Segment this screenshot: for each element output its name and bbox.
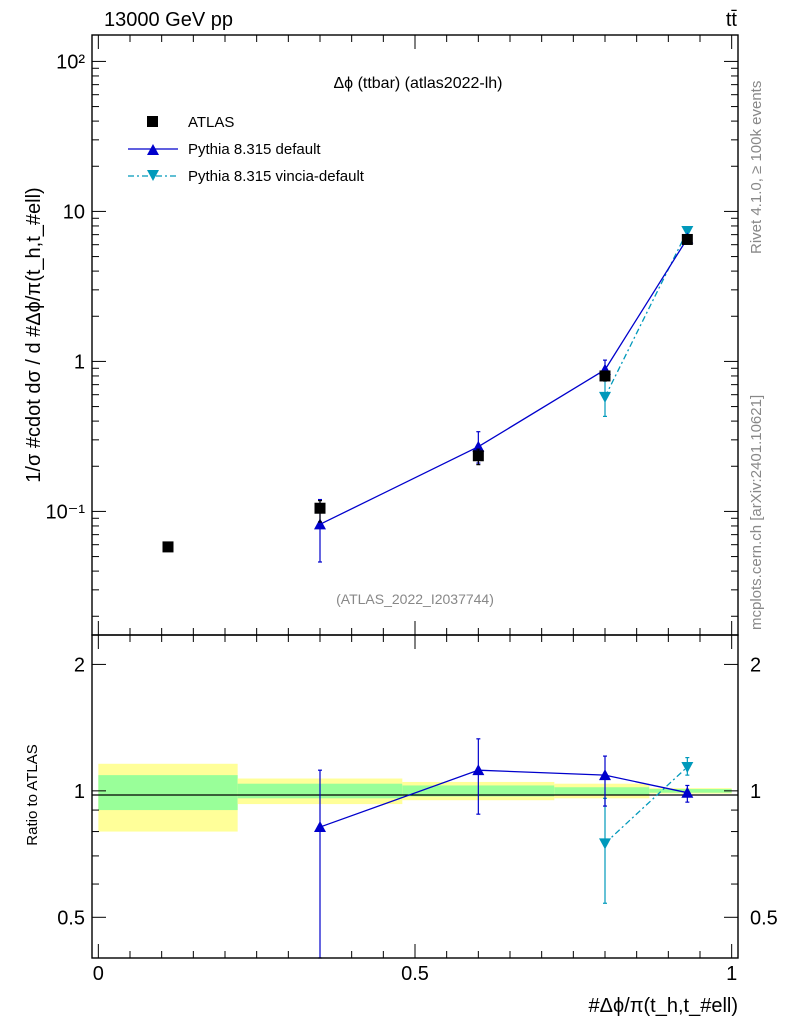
x-axis-label: #Δϕ/π(t_h,t_#ell) [588,995,738,1017]
pythia-vincia-point [599,391,611,403]
pythia-default-line [319,238,688,525]
analysis-watermark: (ATLAS_2022_I2037744) [336,591,494,607]
rivet-version-label: Rivet 4.1.0, ≥ 100k events [748,81,765,254]
legend-pythia-vincia-marker [147,170,159,181]
legend-atlas-marker [147,116,158,127]
ratio-pythia-vincia-point [681,761,694,773]
ratio-pythia-default-point [314,821,326,833]
main-panel: Δϕ (ttbar) (atlas2022-lh) (ATLAS_2022_I2… [23,34,739,636]
atlas-point [681,233,693,245]
legend-pythia-default-marker [147,144,159,155]
main-series-layer [162,226,694,563]
ratio-axis-ticks: 0.5 0.5 1 1 2 2 0 0.5 1 [57,635,778,985]
ratio-pythia-default-point [599,769,611,781]
plot-title: Δϕ (ttbar) (atlas2022-lh) [333,75,502,92]
y-tick-label: 10 [63,201,85,223]
atlas-point [599,370,611,382]
ratio-y-tick-label-right: 0.5 [750,907,778,929]
uncertainty-band-green [649,789,732,793]
ratio-pythia-default-point [472,764,485,776]
x-tick-label: 1 [726,963,737,985]
ratio-plot-frame [91,634,739,959]
legend: ATLAS Pythia 8.315 default Pythia 8.315 … [128,114,365,185]
ratio-y-tick-label-right: 1 [750,781,761,803]
pythia-default-point [472,440,485,452]
ratio-panel: 0.5 0.5 1 1 2 2 0 0.5 1 Ratio to ATLAS #Δϕ/π(t_h… [24,634,778,1017]
y-tick-label: 10² [56,51,85,73]
x-tick-label: 0 [93,963,104,985]
y-tick-label: 1 [74,351,85,373]
pythia-default-point [314,518,326,530]
legend-pythia-vincia-label: Pythia 8.315 vincia-default [188,168,365,185]
ratio-series-layer [314,738,694,959]
ratio-y-tick-label: 0.5 [57,907,85,929]
x-tick-label: 0.5 [401,963,429,985]
ratio-y-tick-label: 1 [74,781,85,803]
ratio-y-axis-label: Ratio to ATLAS [24,744,41,845]
ratio-pythia-vincia-point [599,838,611,850]
legend-atlas-label: ATLAS [188,114,234,131]
ratio-y-tick-label: 2 [74,654,85,676]
ratio-uncertainty-bands [98,763,732,832]
atlas-point [162,541,174,553]
uncertainty-band-green [98,775,238,811]
atlas-point [472,450,484,462]
process-label: tt̄ [726,9,738,31]
pythia-vincia-point [681,226,694,238]
y-tick-label: 10⁻¹ [46,501,86,523]
legend-pythia-default-label: Pythia 8.315 default [188,141,321,158]
energy-label: 13000 GeV pp [104,9,233,31]
uncertainty-band-green [554,787,650,795]
pythia-vincia-line [604,230,688,398]
ratio-y-tick-label-right: 2 [750,654,761,676]
atlas-point [314,502,326,514]
ratio-pythia-vincia-line [604,766,688,844]
ratio-pythia-default-point [681,786,694,798]
main-y-axis-label: 1/σ #cdot dσ / d #Δϕ/π(t_h,t_#ell) [23,187,45,482]
main-axis-ticks: 10⁻¹ 1 10 10² [46,35,738,635]
ratio-pythia-default-line [319,769,688,828]
mcplots-label: mcplots.cern.ch [arXiv:2401.10621] [748,395,765,630]
